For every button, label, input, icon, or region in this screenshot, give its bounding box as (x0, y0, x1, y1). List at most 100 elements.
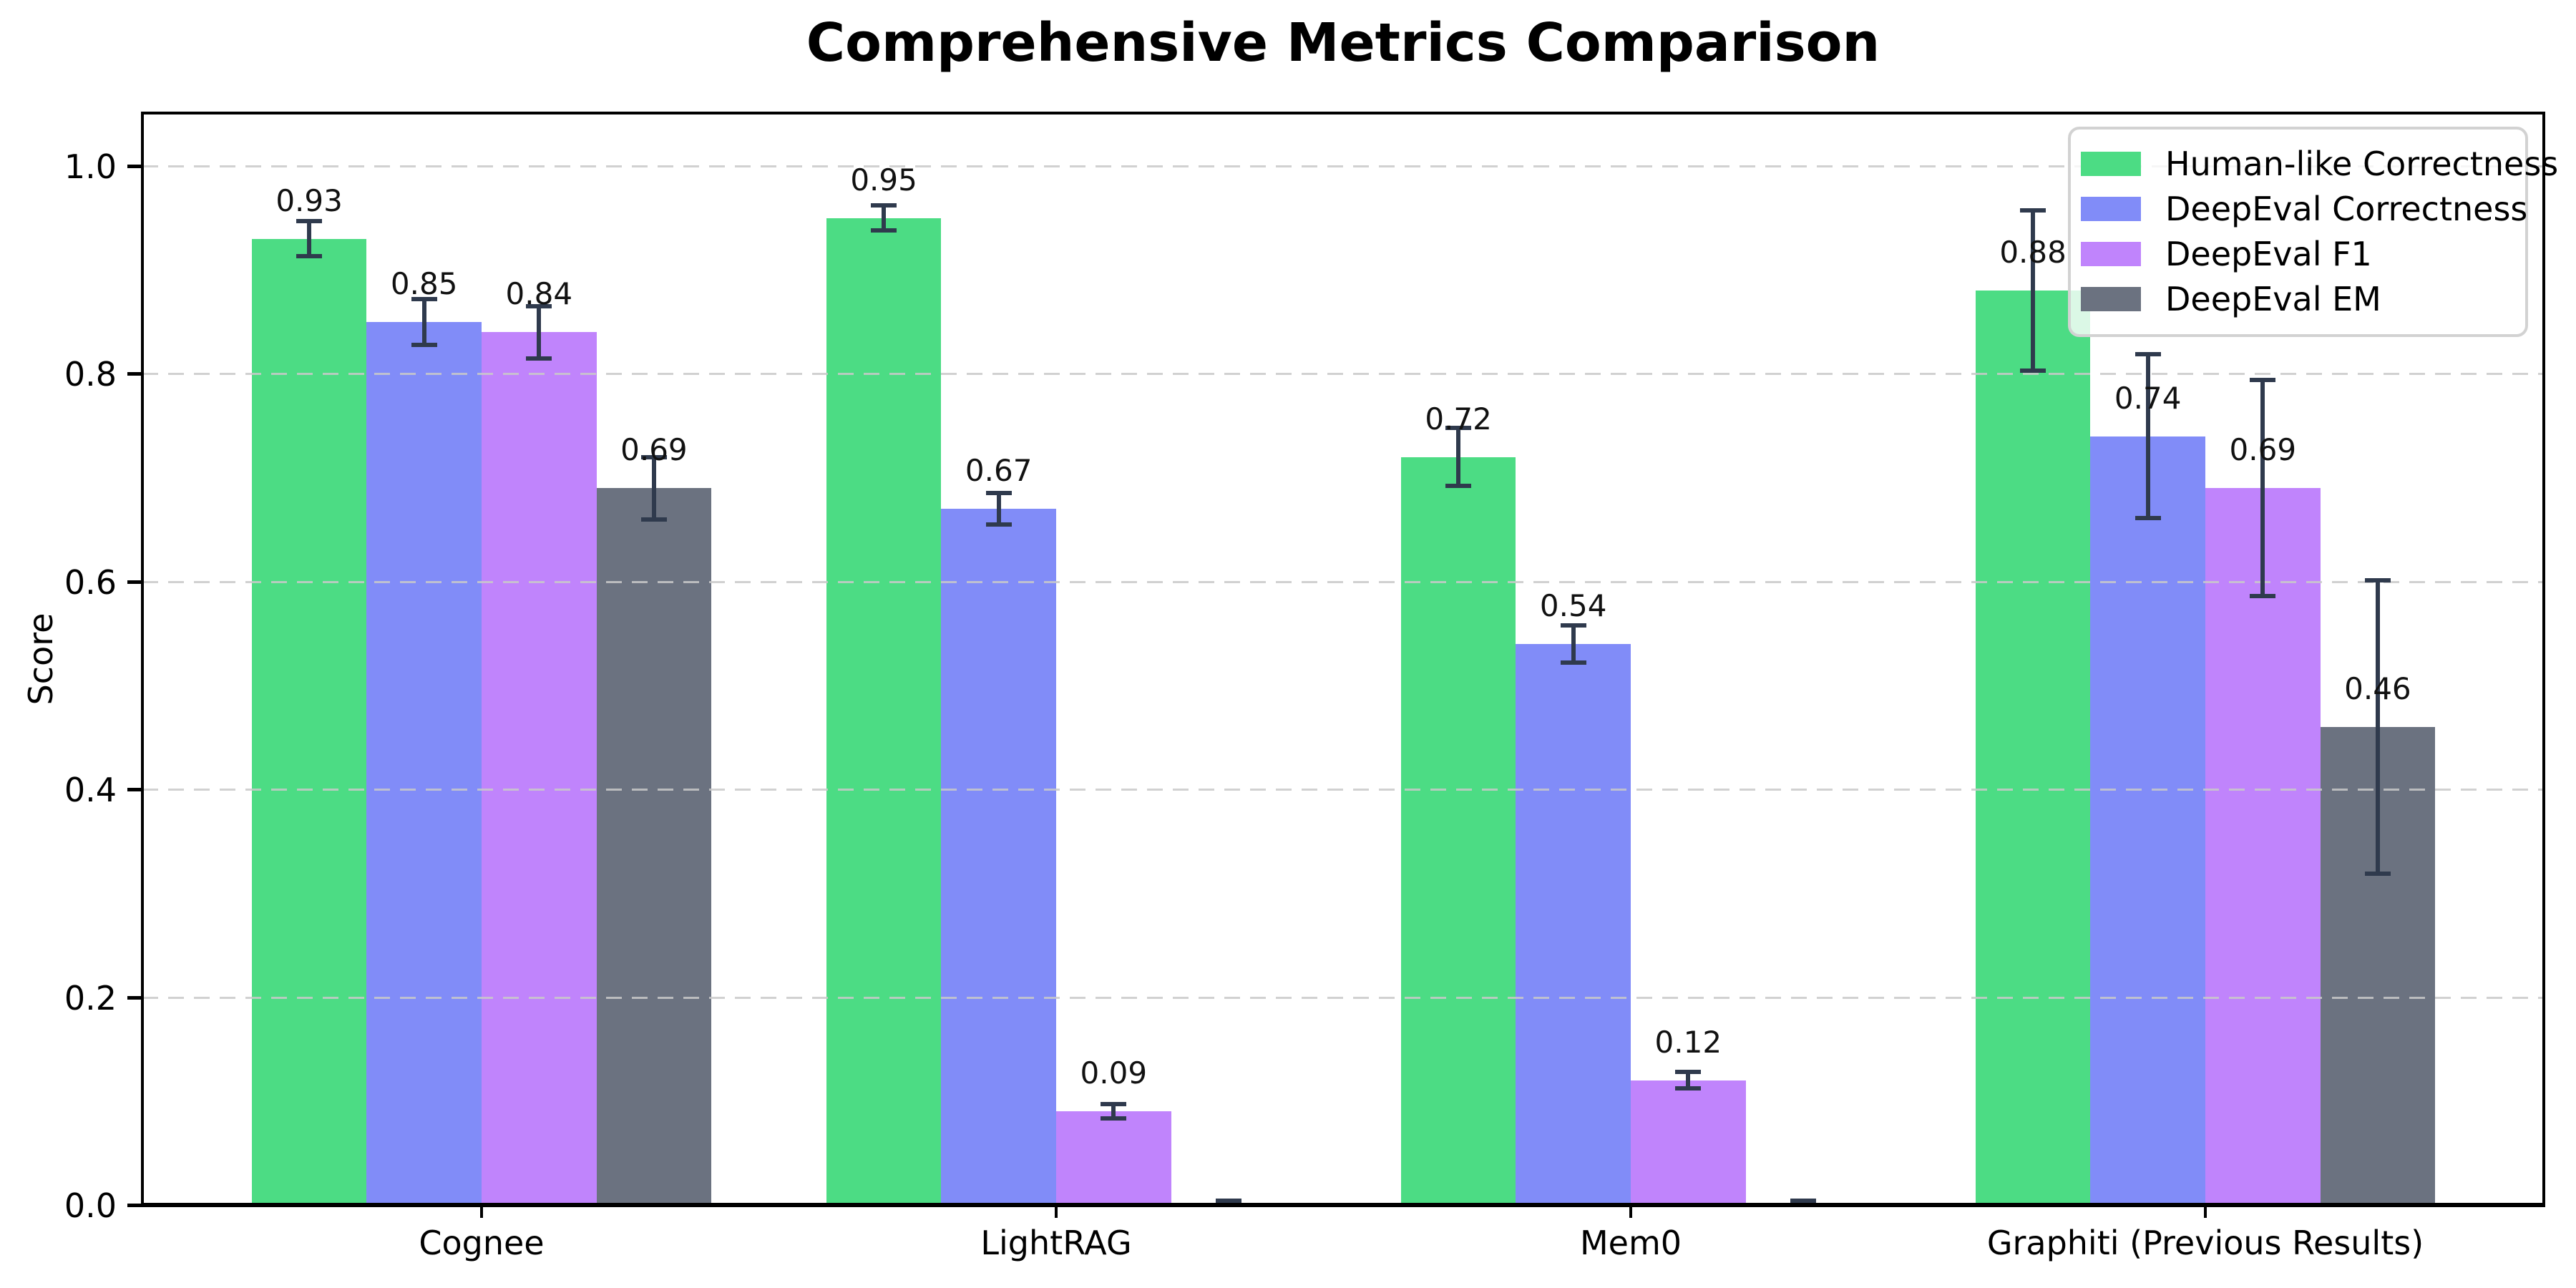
error-bar-line (1571, 625, 1576, 663)
error-bar-line (2031, 210, 2036, 371)
legend-swatch (2081, 151, 2141, 176)
top-spine (141, 112, 2545, 114)
y-tick-label: 0.2 (64, 978, 117, 1018)
error-bar-cap-bottom (1560, 660, 1586, 665)
error-bar-cap-top (1445, 425, 1472, 430)
error-bar-cap-bottom (2020, 369, 2046, 374)
legend-swatch (2081, 196, 2141, 221)
gridline (142, 580, 2544, 583)
legend-item: DeepEval EM (2081, 276, 2511, 321)
bar (2090, 436, 2205, 1205)
error-bar-cap-top (1101, 1102, 1127, 1107)
bottom-spine (141, 1203, 2545, 1207)
bar (596, 488, 712, 1205)
y-tick-mark (127, 788, 142, 792)
chart-title: Comprehensive Metrics Comparison (806, 12, 1880, 74)
y-tick-label: 0.0 (64, 1186, 117, 1225)
error-bar-line (1686, 1072, 1691, 1089)
y-tick-mark (127, 372, 142, 376)
bar (366, 321, 482, 1205)
legend-label: Human-like Correctness (2165, 144, 2559, 183)
legend-item: Human-like Correctness (2081, 141, 2558, 186)
left-spine (141, 112, 144, 1207)
x-tick-mark (480, 1205, 483, 1218)
error-bar-cap-bottom (1101, 1116, 1127, 1121)
error-bar-cap-bottom (2135, 516, 2161, 521)
bar-value-label: 0.72 (1425, 401, 1492, 436)
error-bar-line (882, 205, 887, 231)
y-tick-mark (127, 1204, 142, 1207)
error-bar-line (1111, 1104, 1116, 1119)
error-bar-line (651, 457, 656, 519)
x-tick-label: Cognee (419, 1224, 545, 1262)
error-bar-line (421, 298, 426, 345)
error-bar-cap-bottom (411, 342, 437, 347)
legend-swatch (2081, 286, 2141, 311)
y-axis-label: Score (21, 613, 60, 706)
error-bar-cap-bottom (640, 517, 667, 522)
error-bar-cap-top (640, 454, 667, 459)
error-bar-cap-bottom (296, 254, 323, 259)
legend-label: DeepEval Correctness (2165, 189, 2528, 228)
bar-value-label: 0.67 (965, 453, 1033, 489)
x-tick-label: LightRAG (980, 1224, 1132, 1262)
x-tick-mark (2204, 1205, 2207, 1218)
error-bar-cap-bottom (2250, 594, 2276, 599)
right-spine (2542, 112, 2545, 1207)
bar-value-label: 0.84 (505, 276, 573, 312)
error-bar-line (1456, 427, 1461, 487)
error-bar-cap-bottom (2364, 871, 2391, 876)
bar-value-label: 0.93 (275, 182, 343, 218)
legend-swatch (2081, 241, 2141, 266)
bar (941, 509, 1056, 1205)
bar (1056, 1111, 1171, 1205)
error-bar-cap-top (985, 491, 1012, 496)
legend-item: DeepEval F1 (2081, 231, 2511, 276)
legend: Human-like Correctness DeepEval Correctne… (2068, 127, 2558, 337)
x-tick-label: Mem0 (1579, 1224, 1682, 1262)
error-bar-cap-bottom (1675, 1086, 1702, 1091)
error-bar-line (307, 220, 312, 257)
error-bar-cap-top (1560, 623, 1586, 628)
bar (1400, 457, 1516, 1205)
bar-value-label: 0.85 (390, 265, 458, 301)
error-bar-cap-top (1215, 1199, 1241, 1204)
error-bar-cap-top (2250, 378, 2276, 383)
bar-value-label: 0.95 (850, 162, 917, 197)
legend-label: DeepEval F1 (2165, 234, 2372, 273)
y-tick-mark (127, 580, 142, 584)
bar-value-label: 0.12 (1654, 1024, 1722, 1060)
y-tick-mark (127, 995, 142, 1000)
gridline (142, 789, 2544, 791)
error-bar-cap-bottom (871, 228, 897, 233)
gridline (142, 996, 2544, 999)
error-bar-cap-bottom (526, 356, 552, 361)
bar-value-label: 0.88 (1999, 235, 2067, 270)
bar (1516, 643, 1631, 1205)
bar-value-label: 0.54 (1539, 587, 1607, 623)
error-bar-line (537, 306, 542, 358)
bar (2205, 488, 2321, 1205)
y-tick-label: 1.0 (64, 147, 117, 186)
x-tick-mark (1629, 1205, 1632, 1218)
bar-value-label: 0.69 (2229, 432, 2297, 468)
y-tick-label: 0.8 (64, 355, 117, 394)
bar (1975, 291, 2091, 1205)
error-bar-cap-top (2135, 351, 2161, 356)
error-bar-cap-bottom (1445, 484, 1472, 489)
bar (826, 218, 942, 1205)
error-bar-cap-bottom (985, 522, 1012, 527)
x-tick-label: Graphiti (Previous Results) (1986, 1224, 2424, 1262)
error-bar-line (996, 493, 1001, 525)
legend-item: DeepEval Correctness (2081, 186, 2527, 231)
bar (1631, 1080, 1746, 1205)
error-bar-cap-top (2364, 578, 2391, 583)
bar-value-label: 0.09 (1080, 1055, 1148, 1091)
y-tick-label: 0.6 (64, 562, 117, 602)
y-tick-mark (127, 165, 142, 168)
bar-value-label: 0.74 (2114, 380, 2182, 416)
error-bar-cap-top (1675, 1070, 1702, 1075)
bar-value-label: 0.46 (2344, 671, 2411, 707)
error-bar-line (2260, 380, 2265, 597)
